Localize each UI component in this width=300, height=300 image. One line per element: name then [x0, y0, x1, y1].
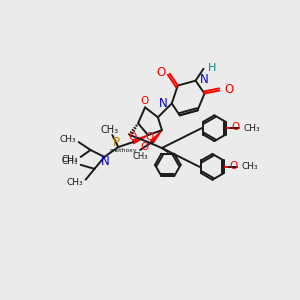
Text: CH₃: CH₃: [241, 162, 258, 171]
Text: N: N: [200, 73, 208, 86]
Text: CH₃: CH₃: [61, 155, 78, 164]
Text: N: N: [159, 97, 168, 110]
Text: O: O: [140, 97, 148, 106]
Text: CH₃: CH₃: [243, 124, 260, 133]
Text: O: O: [146, 132, 154, 142]
Text: O: O: [157, 66, 166, 79]
Text: O: O: [224, 83, 234, 96]
Text: O: O: [229, 161, 238, 171]
Text: CH₃: CH₃: [59, 135, 76, 144]
Text: O: O: [128, 132, 136, 142]
Text: O: O: [231, 122, 239, 132]
Text: N: N: [101, 155, 110, 168]
Polygon shape: [151, 130, 162, 143]
Text: CH₃: CH₃: [66, 178, 82, 187]
Text: H: H: [208, 63, 216, 73]
Text: CH₃: CH₃: [100, 125, 118, 135]
Text: methoxy: methoxy: [110, 148, 137, 154]
Text: P: P: [113, 136, 120, 148]
Polygon shape: [133, 135, 148, 143]
Text: CH₃: CH₃: [132, 152, 148, 161]
Text: CH₃: CH₃: [61, 158, 78, 166]
Text: O: O: [141, 142, 149, 152]
